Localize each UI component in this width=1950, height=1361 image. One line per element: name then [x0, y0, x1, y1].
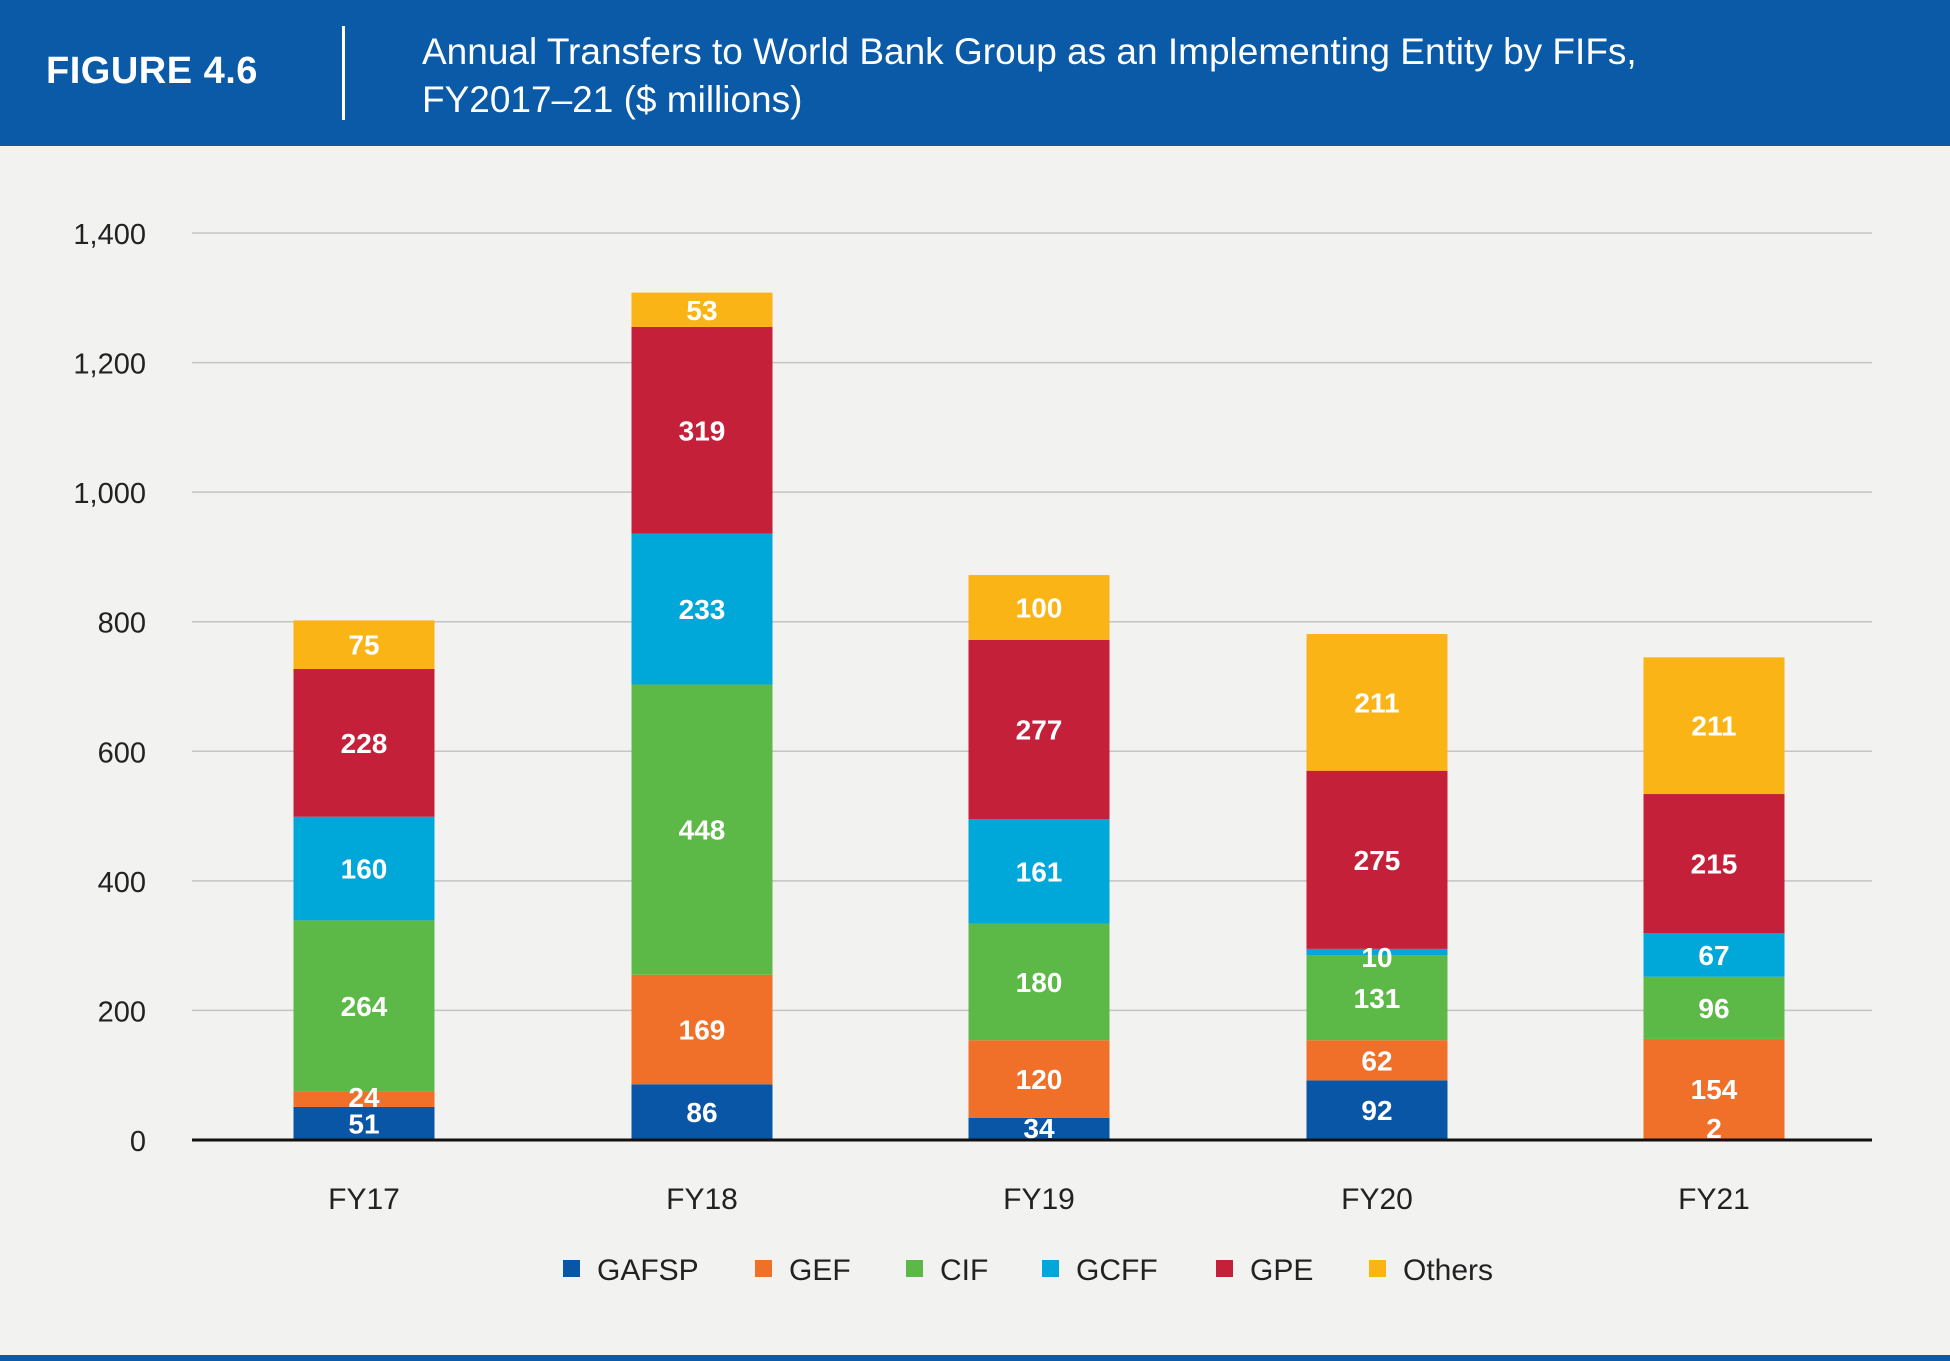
y-tick-label: 200 — [98, 996, 146, 1028]
data-label: 86 — [686, 1097, 717, 1128]
figure-label: FIGURE 4.6 — [46, 50, 258, 92]
legend-label: GCFF — [1076, 1254, 1158, 1287]
bar-segment — [1643, 657, 1785, 795]
data-label: 2 — [1706, 1113, 1722, 1144]
x-tick-label: FY21 — [1678, 1183, 1750, 1216]
data-label: 264 — [341, 991, 388, 1022]
data-label: 51 — [348, 1108, 379, 1139]
bar-segment — [293, 1091, 435, 1107]
data-label: 62 — [1361, 1045, 1392, 1076]
bar-segment — [631, 533, 773, 685]
bar-segment — [1643, 1038, 1785, 1139]
chart-title-line1: Annual Transfers to World Bank Group as … — [422, 31, 1637, 72]
y-tick-label: 0 — [130, 1126, 146, 1158]
legend-label: GEF — [789, 1254, 851, 1287]
legend-label: CIF — [940, 1254, 988, 1287]
data-label: 169 — [679, 1015, 726, 1046]
data-label: 277 — [1016, 715, 1063, 746]
data-label: 319 — [679, 415, 726, 446]
data-label: 100 — [1016, 592, 1063, 623]
bar-segment — [1306, 770, 1448, 949]
bar-segment — [968, 923, 1110, 1041]
bar-segment — [293, 920, 435, 1092]
bar-segment — [293, 816, 435, 921]
data-label: 160 — [341, 854, 388, 885]
data-label: 120 — [1016, 1064, 1063, 1095]
bar-segment — [1306, 955, 1448, 1041]
data-label: 211 — [1354, 687, 1399, 718]
y-tick-label: 1,000 — [73, 478, 146, 510]
x-tick-label: FY19 — [1003, 1183, 1075, 1216]
legend-swatch — [755, 1260, 772, 1277]
bar-segment — [968, 575, 1110, 640]
bar-segment — [1643, 794, 1785, 934]
legend-swatch — [1042, 1260, 1059, 1277]
data-label: 211 — [1691, 711, 1736, 742]
data-label: 275 — [1354, 845, 1401, 876]
data-label: 161 — [1016, 856, 1063, 887]
data-label: 131 — [1354, 983, 1401, 1014]
data-label: 180 — [1016, 967, 1063, 998]
bar-segment — [1643, 933, 1785, 977]
legend-label: GPE — [1250, 1254, 1313, 1287]
bar-segment — [968, 1040, 1110, 1118]
data-label: 228 — [341, 728, 388, 759]
data-label: 154 — [1691, 1074, 1738, 1105]
y-tick-label: 800 — [98, 608, 146, 640]
x-tick-label: FY18 — [666, 1183, 738, 1216]
bottom-rule — [0, 1355, 1950, 1361]
data-label: 75 — [348, 630, 379, 661]
bar-segment — [968, 639, 1110, 820]
bar-segment — [631, 1084, 773, 1140]
data-label: 215 — [1691, 849, 1738, 880]
bar-segment — [293, 620, 435, 670]
y-tick-label: 600 — [98, 737, 146, 769]
bar-segment — [293, 1106, 435, 1140]
chart-title-line2: FY2017–21 ($ millions) — [422, 79, 803, 120]
data-label: 92 — [1361, 1095, 1392, 1126]
legend-swatch — [1369, 1260, 1386, 1277]
x-tick-label: FY17 — [328, 1183, 400, 1216]
bar-segment — [1306, 634, 1448, 771]
bar-segment — [631, 292, 773, 327]
figure-header: FIGURE 4.6 Annual Transfers to World Ban… — [0, 0, 1950, 146]
header-divider — [342, 26, 345, 120]
legend-label: GAFSP — [597, 1254, 699, 1287]
bar-segment — [631, 326, 773, 534]
y-tick-label: 400 — [98, 867, 146, 899]
bar-segment — [631, 974, 773, 1085]
bar-segment — [968, 819, 1110, 924]
data-label: 24 — [348, 1082, 380, 1113]
bar-segment — [1306, 1040, 1448, 1081]
bar-segment — [1306, 1080, 1448, 1140]
legend-swatch — [1216, 1260, 1233, 1277]
x-tick-label: FY20 — [1341, 1183, 1413, 1216]
bar-segment — [631, 684, 773, 975]
data-label: 233 — [679, 594, 726, 625]
bar-segment — [1643, 976, 1785, 1039]
data-label: 10 — [1361, 942, 1392, 973]
legend-swatch — [563, 1260, 580, 1277]
bar-segment — [968, 1117, 1110, 1140]
legend-swatch — [906, 1260, 923, 1277]
data-label: 96 — [1698, 993, 1729, 1024]
data-label: 53 — [686, 295, 717, 326]
chart-title: Annual Transfers to World Bank Group as … — [422, 28, 1637, 124]
data-label: 67 — [1698, 940, 1729, 971]
bar-segment — [293, 669, 435, 817]
data-label: 448 — [679, 815, 726, 846]
y-tick-label: 1,200 — [73, 349, 146, 381]
y-tick-label: 1,400 — [73, 219, 146, 251]
bar-segment — [1306, 948, 1448, 956]
legend-label: Others — [1403, 1254, 1493, 1287]
